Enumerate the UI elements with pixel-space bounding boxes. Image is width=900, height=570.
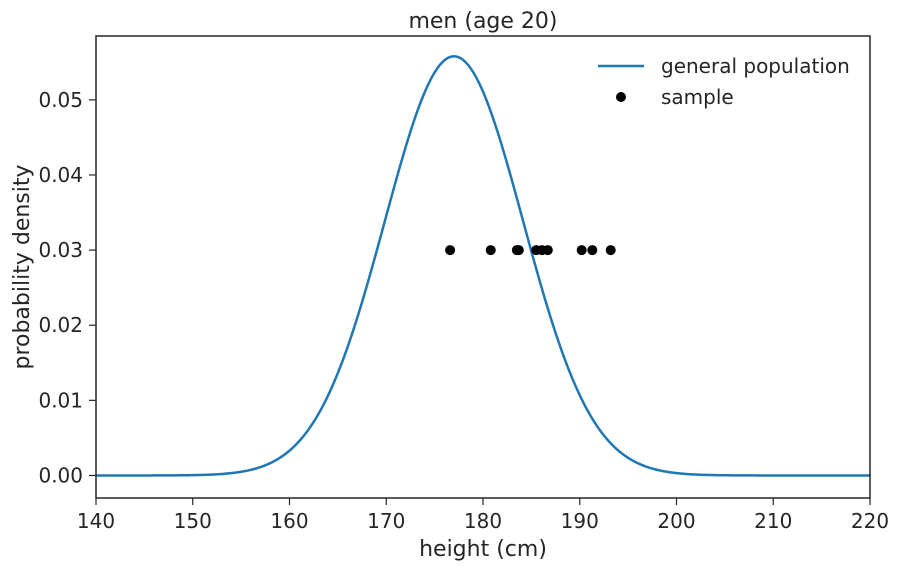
sample-point <box>542 245 553 256</box>
y-tick-label: 0.01 <box>38 388 83 412</box>
legend-label-sample: sample <box>661 85 734 109</box>
sample-point <box>605 245 616 256</box>
y-tick-label: 0.03 <box>38 238 83 262</box>
legend-marker-sample <box>616 92 626 102</box>
sample-point <box>485 245 496 256</box>
sample-point <box>587 245 598 256</box>
y-axis-label: probability density <box>10 164 35 369</box>
x-axis: 140 150 160 170 180 190 200 210 220 <box>77 498 889 533</box>
sample-points <box>445 245 616 256</box>
x-tick-label: 220 <box>851 509 889 533</box>
series-line-general-population <box>96 55 870 477</box>
legend-label-general-population: general population <box>661 54 850 78</box>
x-tick-label: 200 <box>657 509 695 533</box>
x-tick-label: 180 <box>464 509 502 533</box>
sample-point <box>445 245 456 256</box>
chart-title: men (age 20) <box>408 9 557 34</box>
x-tick-label: 150 <box>174 509 212 533</box>
x-tick-label: 190 <box>561 509 599 533</box>
x-tick-label: 170 <box>367 509 405 533</box>
y-tick-label: 0.04 <box>38 163 83 187</box>
x-tick-label: 140 <box>77 509 115 533</box>
y-tick-label: 0.05 <box>38 88 83 112</box>
x-tick-label: 160 <box>270 509 308 533</box>
x-tick-label: 210 <box>754 509 792 533</box>
sample-point <box>576 245 587 256</box>
plot-frame <box>95 35 871 499</box>
y-axis: 0.00 0.01 0.02 0.03 0.04 0.05 <box>38 88 96 487</box>
sample-point <box>513 245 524 256</box>
y-tick-label: 0.02 <box>38 313 83 337</box>
legend: general population sample <box>598 54 850 109</box>
x-axis-label: height (cm) <box>419 537 547 562</box>
y-tick-label: 0.00 <box>38 463 83 487</box>
